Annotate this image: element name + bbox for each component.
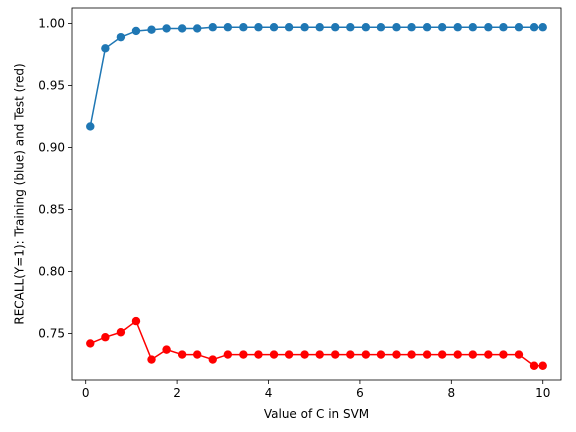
- training-point: [499, 23, 508, 32]
- training-point: [468, 23, 477, 32]
- training-point: [484, 23, 493, 32]
- y-tick-label: 0.90: [38, 141, 65, 155]
- test-point: [193, 350, 202, 359]
- test-point: [514, 350, 524, 359]
- x-tick-label: 10: [535, 386, 550, 400]
- training-point: [284, 23, 294, 32]
- x-tick-label: 6: [356, 386, 364, 400]
- training-point: [361, 23, 371, 32]
- test-point: [208, 355, 217, 364]
- test-point: [538, 361, 547, 370]
- test-point: [453, 350, 462, 359]
- training-point: [86, 122, 95, 131]
- training-point: [331, 23, 340, 32]
- test-point: [86, 339, 95, 348]
- test-point: [101, 333, 110, 342]
- training-point: [453, 23, 462, 32]
- test-point: [392, 350, 401, 359]
- y-tick-label: 0.85: [38, 203, 65, 217]
- training-point: [529, 23, 539, 32]
- training-point: [147, 25, 156, 34]
- training-point: [300, 23, 309, 32]
- x-tick-label: 4: [265, 386, 273, 400]
- test-point: [468, 350, 477, 359]
- test-point: [177, 350, 187, 359]
- training-point: [437, 23, 447, 32]
- y-tick-label: 0.75: [38, 327, 65, 341]
- test-point: [437, 350, 447, 359]
- training-point: [162, 24, 171, 33]
- training-point: [223, 23, 233, 32]
- test-point: [162, 345, 171, 354]
- training-point: [392, 23, 401, 32]
- test-point: [223, 350, 233, 359]
- training-point: [208, 23, 217, 32]
- series-layer: [86, 23, 547, 370]
- plot-area: [72, 8, 561, 380]
- test-point: [239, 350, 248, 359]
- x-tick-label: 2: [173, 386, 181, 400]
- test-point: [315, 350, 324, 359]
- training-point: [101, 44, 110, 53]
- test-point: [422, 350, 432, 359]
- test-point: [331, 350, 340, 359]
- test-point: [300, 350, 309, 359]
- plot-frame: [71, 7, 562, 381]
- test-point: [346, 350, 355, 359]
- training-point: [131, 26, 141, 36]
- x-tick-label: 0: [82, 386, 90, 400]
- test-point: [284, 350, 294, 359]
- y-axis-title: RECALL(Y=1): Training (blue) and Test (r…: [13, 63, 27, 324]
- test-point: [376, 350, 386, 359]
- training-point: [422, 23, 432, 32]
- training-point: [177, 24, 187, 33]
- y-tick-label: 1.00: [38, 17, 65, 31]
- training-series: [86, 23, 547, 131]
- axis-layer: 0 2 4 6 8 10 0.75 0.80 0.85 0.90 0.95 1.00: [38, 7, 562, 400]
- test-point: [116, 328, 126, 337]
- x-axis-title: Value of C in SVM: [264, 407, 369, 421]
- training-point: [514, 23, 524, 32]
- x-tick-label: 8: [447, 386, 455, 400]
- training-point: [315, 23, 324, 32]
- test-point: [361, 350, 371, 359]
- training-point: [116, 32, 126, 42]
- training-point: [346, 23, 355, 32]
- training-point: [538, 23, 547, 32]
- test-point: [269, 350, 279, 359]
- test-point: [131, 316, 141, 326]
- training-point: [254, 23, 263, 32]
- test-point: [484, 350, 493, 359]
- training-point: [376, 23, 386, 32]
- training-point: [407, 23, 416, 32]
- y-tick-label: 0.80: [38, 265, 65, 279]
- test-point: [499, 350, 508, 359]
- test-series: [86, 316, 547, 370]
- training-point: [193, 24, 202, 33]
- test-point: [529, 361, 539, 370]
- y-tick-label: 0.95: [38, 79, 65, 93]
- training-point: [269, 23, 279, 32]
- test-point: [254, 350, 263, 359]
- training-point: [239, 23, 248, 32]
- test-point: [147, 355, 156, 364]
- test-point: [407, 350, 416, 359]
